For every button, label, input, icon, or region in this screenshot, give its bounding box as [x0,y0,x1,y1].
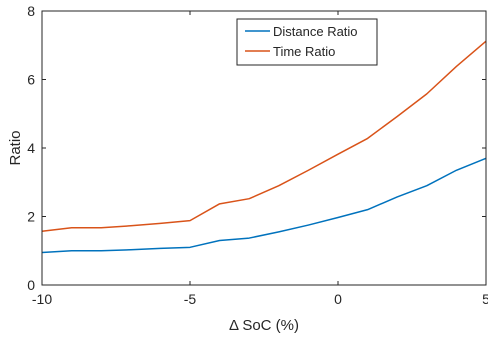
x-tick-label: -5 [184,291,197,307]
series-line-time-ratio [41,40,487,232]
x-tick-label: -10 [32,291,52,307]
x-tick-label: 0 [334,291,342,307]
legend-label-distance-ratio: Distance Ratio [273,24,358,39]
legend-label-time-ratio: Time Ratio [273,44,335,59]
y-tick-label: 6 [27,72,35,88]
y-tick-label: 4 [27,140,35,156]
series-layer [41,40,487,254]
y-axis-label: Ratio [7,130,24,165]
series-line-distance-ratio [41,157,487,254]
x-tick-label: 5 [482,291,488,307]
y-tick-label: 2 [27,209,35,225]
x-axis-label: Δ SoC (%) [229,317,299,334]
legend: Distance Ratio Time Ratio [236,18,378,66]
axis-ticks: -10 -5 0 5 0 2 4 6 8 [27,3,488,307]
legend-box [236,18,378,66]
y-tick-label: 8 [27,3,35,19]
y-tick-label: 0 [27,277,35,293]
